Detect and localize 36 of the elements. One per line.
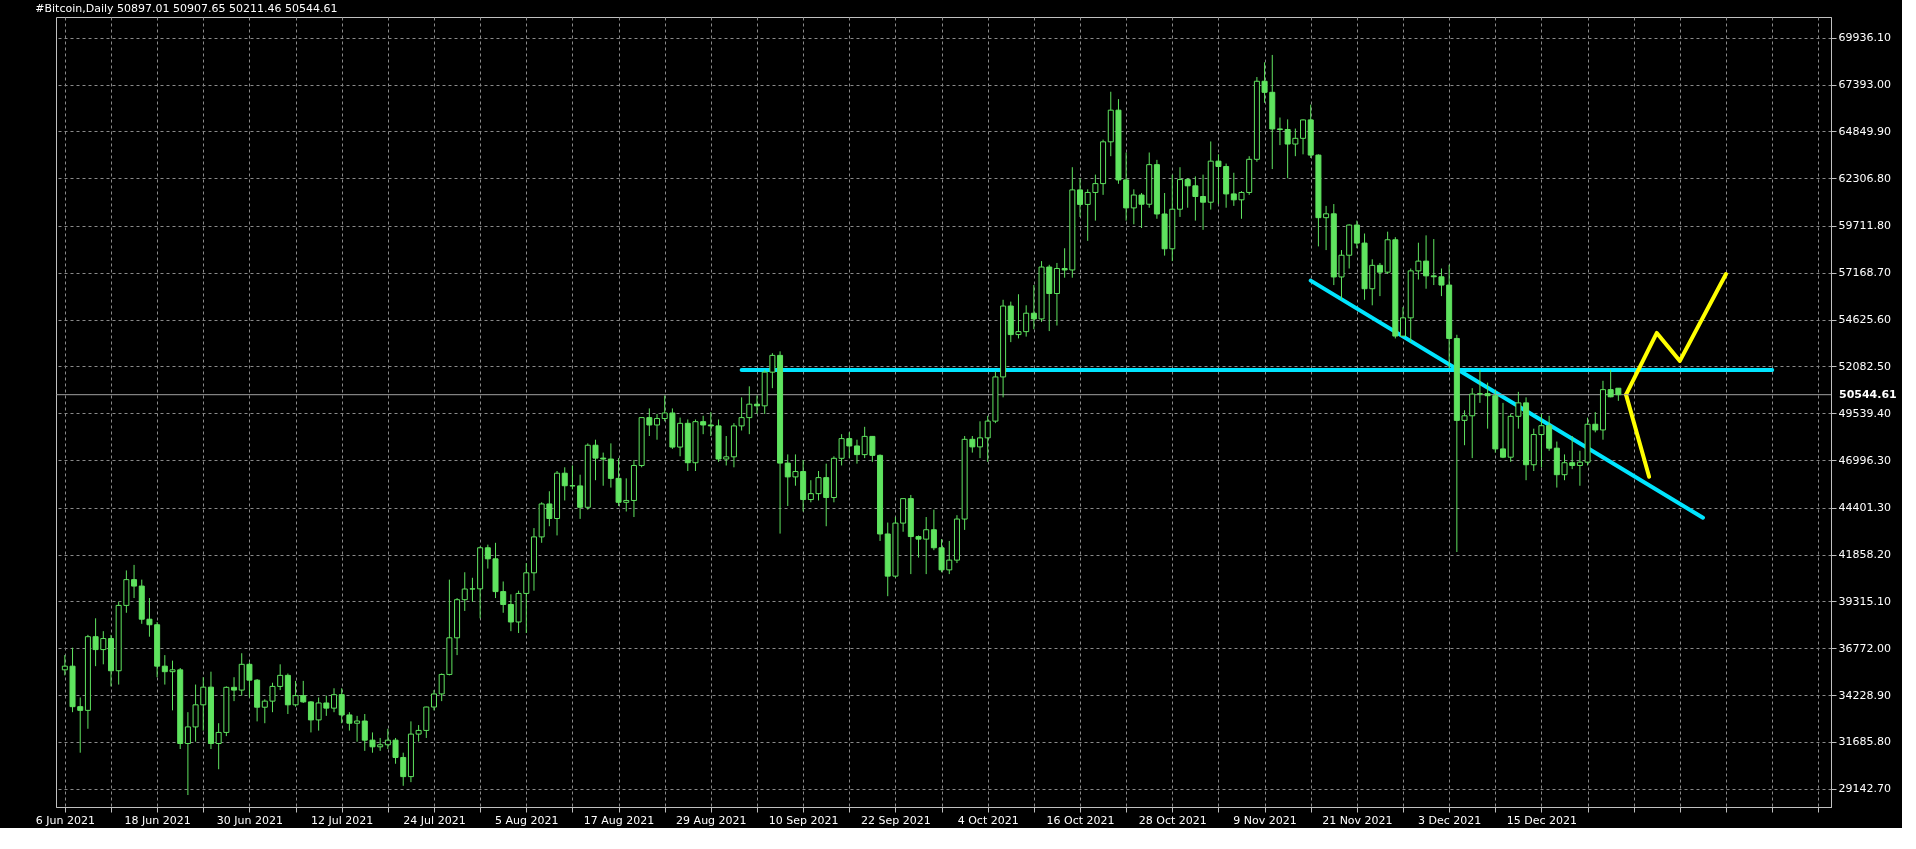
y-tick-label: 41858.20 bbox=[1838, 548, 1891, 562]
x-tick-label: 16 Oct 2021 bbox=[1046, 813, 1115, 827]
y-tick-label: 44401.30 bbox=[1838, 501, 1891, 515]
y-tick-label: 36772.00 bbox=[1838, 641, 1891, 655]
ref-line-label: 50544.61 bbox=[1839, 387, 1897, 401]
y-tick-label: 64849.90 bbox=[1838, 124, 1891, 138]
y-tick-label: 49539.40 bbox=[1838, 406, 1891, 420]
x-tick-label: 24 Jul 2021 bbox=[403, 813, 466, 827]
x-tick-label: 29 Aug 2021 bbox=[676, 813, 747, 827]
y-tick-label: 34228.90 bbox=[1838, 688, 1891, 702]
x-tick-label: 22 Sep 2021 bbox=[861, 813, 931, 827]
y-tick-label: 46996.30 bbox=[1838, 453, 1891, 467]
x-tick-label: 12 Jul 2021 bbox=[311, 813, 374, 827]
x-tick-label: 9 Nov 2021 bbox=[1233, 813, 1297, 827]
x-tick-label: 10 Sep 2021 bbox=[768, 813, 839, 827]
x-tick-label: 15 Dec 2021 bbox=[1506, 813, 1578, 827]
x-tick-label: 3 Dec 2021 bbox=[1418, 813, 1482, 827]
y-tick-label: 29142.70 bbox=[1838, 782, 1891, 796]
y-tick-label: 57168.70 bbox=[1838, 266, 1891, 280]
x-tick-label: 6 Jun 2021 bbox=[35, 813, 95, 827]
y-tick-label: 59711.80 bbox=[1838, 219, 1891, 233]
x-tick-label: 30 Jun 2021 bbox=[216, 813, 284, 827]
y-tick-label: 62306.80 bbox=[1838, 171, 1891, 185]
y-tick-label: 31685.80 bbox=[1838, 735, 1891, 749]
y-tick-label: 67393.00 bbox=[1838, 78, 1891, 92]
x-tick-label: 5 Aug 2021 bbox=[495, 813, 559, 827]
y-tick-label: 52082.50 bbox=[1838, 359, 1891, 373]
x-tick-label: 4 Oct 2021 bbox=[957, 813, 1019, 827]
chart-title: #Bitcoin,Daily 50897.01 50907.65 50211.46 50544.61 bbox=[35, 2, 338, 15]
x-tick-label: 21 Nov 2021 bbox=[1322, 813, 1393, 827]
x-tick-label: 28 Oct 2021 bbox=[1138, 813, 1207, 827]
y-tick-label: 69936.10 bbox=[1838, 31, 1891, 45]
y-tick-label: 54625.60 bbox=[1838, 313, 1891, 327]
y-tick-label: 39315.10 bbox=[1838, 594, 1891, 608]
x-tick-label: 17 Aug 2021 bbox=[583, 813, 655, 827]
x-tick-label: 18 Jun 2021 bbox=[124, 813, 191, 827]
